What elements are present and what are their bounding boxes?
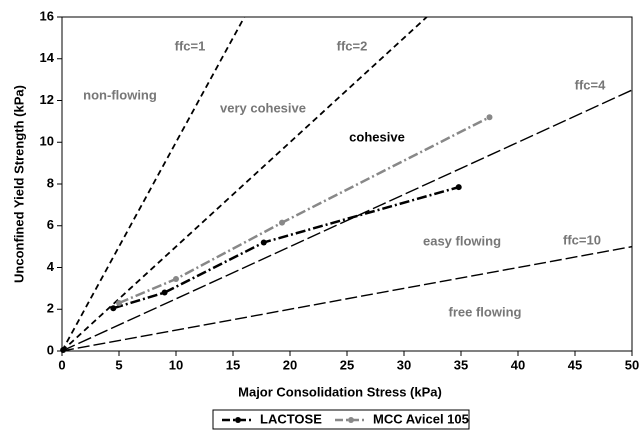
reference-label: ffc=2: [337, 38, 368, 53]
data-point: [279, 219, 286, 226]
region-label: cohesive: [349, 129, 405, 144]
data-point: [260, 239, 267, 246]
reference-line: [62, 17, 246, 351]
y-tick-label: 0: [47, 342, 54, 357]
reference-line: [62, 89, 632, 351]
x-tick-label: 0: [58, 357, 65, 372]
data-point: [486, 114, 493, 121]
reference-label: ffc=10: [563, 232, 601, 247]
x-tick-label: 45: [568, 357, 582, 372]
x-tick-label: 20: [283, 357, 297, 372]
x-axis-label: Major Consolidation Stress (kPa): [238, 384, 442, 399]
region-label: free flowing: [449, 304, 522, 319]
reference-label: ffc=4: [575, 77, 606, 92]
y-tick-label: 8: [47, 175, 54, 190]
region-label: very cohesive: [220, 100, 306, 115]
x-tick-label: 10: [169, 357, 183, 372]
y-tick-label: 10: [40, 134, 54, 149]
y-tick-label: 12: [40, 92, 54, 107]
reference-label: ffc=1: [175, 38, 206, 53]
x-tick-label: 35: [454, 357, 468, 372]
x-tick-label: 5: [115, 357, 122, 372]
y-tick-label: 2: [47, 301, 54, 316]
x-tick-label: 15: [226, 357, 240, 372]
plot-frame: [61, 16, 633, 352]
y-tick-label: 6: [47, 217, 54, 232]
x-tick-label: 30: [397, 357, 411, 372]
legend-label: LACTOSE: [260, 411, 322, 426]
region-label: easy flowing: [423, 233, 501, 248]
y-tick-label: 16: [40, 8, 54, 23]
y-tick-label: 14: [40, 50, 55, 65]
x-tick-label: 25: [340, 357, 354, 372]
data-point: [173, 275, 179, 282]
series-line: [118, 116, 491, 305]
reference-line: [62, 245, 632, 351]
y-axis-label: Unconfined Yield Strength (kPa): [11, 85, 26, 283]
data-point: [116, 299, 122, 306]
reference-line: [62, 17, 428, 351]
x-tick-label: 50: [625, 357, 639, 372]
y-tick-label: 4: [47, 259, 55, 274]
origin-point: [60, 346, 67, 353]
series-line: [112, 185, 460, 310]
data-point: [455, 184, 462, 191]
x-tick-label: 40: [511, 357, 525, 372]
data-point: [161, 289, 168, 296]
legend-label: MCC Avicel 105: [373, 411, 469, 426]
legend-item: MCC Avicel 105: [335, 411, 469, 426]
data-point: [110, 305, 117, 312]
legend-marker: [235, 417, 241, 423]
legend-marker: [348, 417, 354, 423]
legend-item: LACTOSE: [222, 411, 322, 426]
region-label: non-flowing: [83, 87, 157, 102]
